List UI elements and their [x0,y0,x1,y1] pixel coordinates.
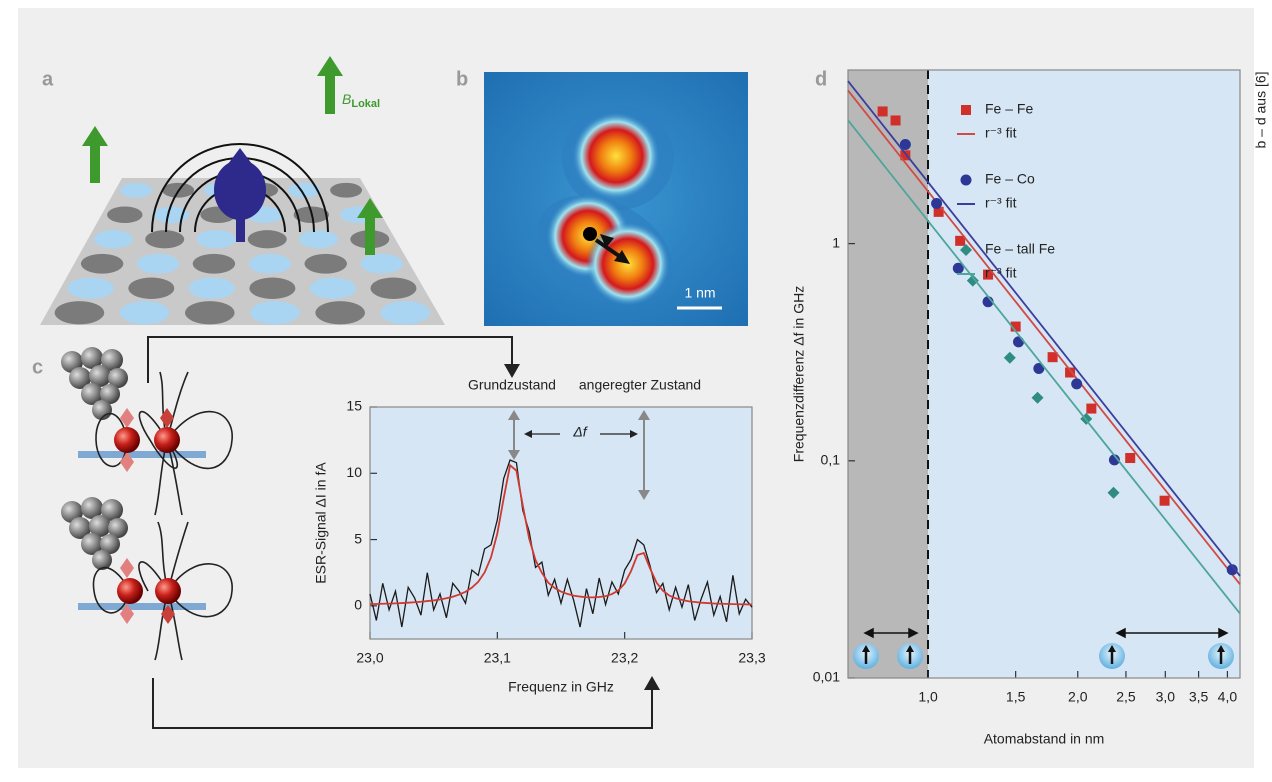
substrate-atom [360,254,402,274]
shaded-region [848,70,928,678]
y-tick-label: 0 [354,597,362,613]
y-tick-label: 0,01 [813,669,840,685]
y-tick-label: 1 [832,234,840,250]
substrate-atom [107,207,142,224]
y-axis-label: Frequenzdifferenz Δf in GHz [791,286,807,462]
y-tick-label: 0,1 [821,452,841,468]
panel-label: c [32,356,43,378]
substrate-atom [330,183,362,198]
legend-swatch [961,105,971,115]
legend-label: r⁻³ fit [985,125,1017,141]
data-point [1071,378,1082,389]
substrate-atom [248,230,287,248]
legend-label: Fe – Co [985,171,1035,187]
data-point [878,106,888,116]
panel-label: a [42,68,54,90]
x-tick-label: 3,5 [1189,689,1209,705]
substrate-atom [145,230,184,248]
substrate-atom [315,301,365,324]
field-subscript: Lokal [351,98,380,110]
substrate-atom [249,278,295,300]
substrate-atom [81,254,123,274]
y-tick-label: 10 [346,464,362,480]
substrate-atom [94,230,133,248]
substrate-atom [55,301,105,324]
substrate-atom [310,278,356,300]
scale-bar-label: 1 nm [684,285,715,301]
x-axis-label: Atomabstand in nm [984,731,1105,747]
data-point [1013,336,1024,347]
legend-label: r⁻³ fit [985,265,1017,281]
credit: b – d aus [6] [1253,71,1269,148]
substrate-atom [189,278,235,300]
legend-swatch [961,175,972,186]
x-tick-label: 1,0 [918,689,938,705]
legend-label: Fe – tall Fe [985,241,1055,257]
x-tick-label: 1,5 [1006,689,1026,705]
x-axis-label: Frequenz in GHz [508,679,614,695]
substrate-atom [197,230,236,248]
legend-label: r⁻³ fit [985,195,1017,211]
substrate-atom [193,254,235,274]
data-point [1125,453,1135,463]
substrate-atom [299,230,338,248]
annotation: angeregter Zustand [579,377,701,393]
x-tick-label: 23,3 [738,650,765,666]
substrate-atom [68,278,114,300]
x-tick-label: 2,5 [1116,689,1136,705]
substrate-atom [137,254,179,274]
x-tick-label: 23,0 [356,650,383,666]
substrate-atom [249,254,291,274]
x-tick-label: 4,0 [1218,689,1238,705]
x-tick-label: 23,2 [611,650,638,666]
panel-label: b [456,68,468,90]
substrate-atom [120,301,170,324]
substrate-atom [304,254,346,274]
x-tick-label: 2,0 [1068,689,1088,705]
y-tick-label: 15 [346,398,362,414]
y-tick-label: 5 [354,530,362,546]
data-point [1086,404,1096,414]
panel-label: d [815,68,827,90]
field-symbol: B [342,91,351,107]
x-tick-label: 3,0 [1156,689,1176,705]
data-point [931,198,942,209]
substrate-atom [128,278,174,300]
annotation: Grundzustand [468,377,556,393]
y-axis-label: ESR-Signal ΔI in fA [313,462,329,584]
substrate-atom [185,301,235,324]
substrate-atom [120,183,152,198]
x-tick-label: 23,1 [484,650,511,666]
substrate-atom [381,301,431,324]
annotation: Δf [572,424,588,440]
data-point [891,115,901,125]
figure: a b c d b – d aus [6] BLokal 1 nm [0,0,1272,782]
data-point [1160,496,1170,506]
legend-label: Fe – Fe [985,101,1033,117]
substrate-atom [250,301,300,324]
substrate-atom [370,278,416,300]
